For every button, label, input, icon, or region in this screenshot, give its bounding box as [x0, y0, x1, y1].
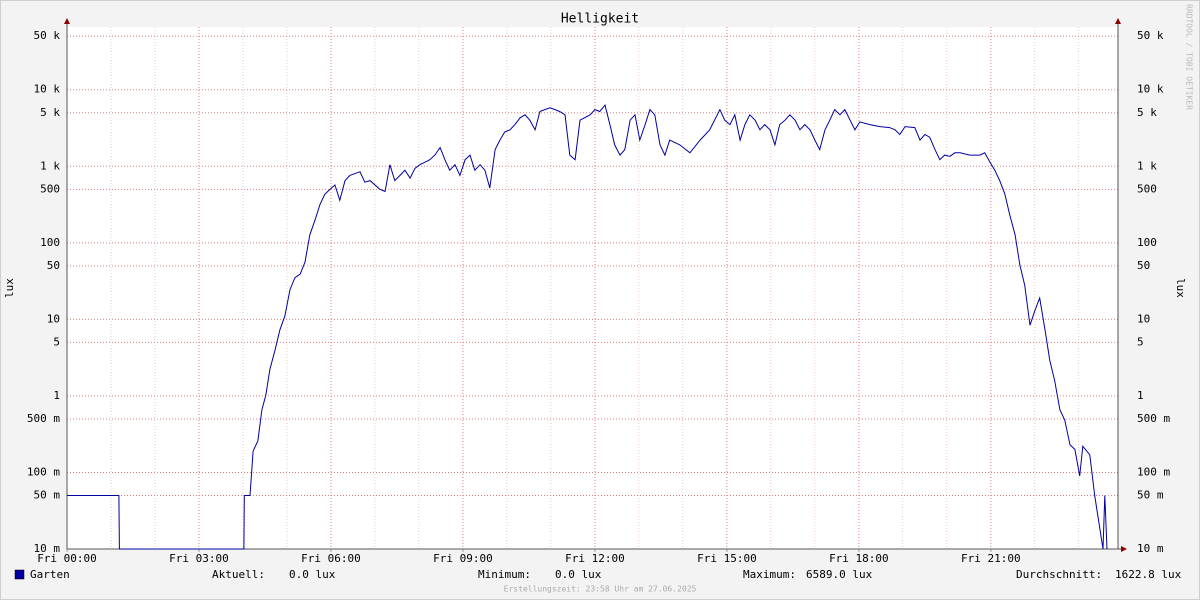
y-tick-label: 1 k — [40, 159, 60, 172]
y-tick-label: 100 — [40, 236, 60, 249]
y-tick-label-right: 50 k — [1137, 29, 1164, 42]
y-tick-label: 5 k — [40, 106, 60, 119]
y-tick-label-right: 1 k — [1137, 159, 1157, 172]
stat-value: 6589.0 lux — [806, 568, 873, 581]
x-tick-label: Fri 15:00 — [697, 552, 757, 565]
y-tick-label: 1 — [53, 389, 60, 402]
x-tick-label: Fri 06:00 — [301, 552, 361, 565]
plot-area — [67, 27, 1118, 549]
y-axis-arrow-right — [1115, 18, 1121, 24]
footer: Erstellungszeit: 23:58 Uhr am 27.06.2025 — [504, 585, 697, 594]
y-tick-label-right: 50 — [1137, 259, 1150, 272]
y-tick-label-right: 5 k — [1137, 106, 1157, 119]
x-tick-label: Fri 18:00 — [829, 552, 889, 565]
y-tick-label: 500 — [40, 182, 60, 195]
chart-title: Helligkeit — [561, 12, 639, 27]
y-tick-label: 100 m — [27, 465, 60, 478]
y-tick-label-right: 10 k — [1137, 83, 1164, 96]
y-axis-label: lux — [3, 278, 16, 298]
y-tick-label-right: 10 m — [1137, 542, 1164, 555]
y-tick-label-right: 1 — [1137, 389, 1144, 402]
legend-label: Garten — [30, 568, 70, 581]
y-tick-label-right: 500 — [1137, 182, 1157, 195]
y-tick-label-right: 5 — [1137, 335, 1144, 348]
y-tick-label: 500 m — [27, 412, 60, 425]
stat-label: Minimum: — [478, 568, 531, 581]
y-tick-label: 50 — [47, 259, 60, 272]
y-tick-label-right: 500 m — [1137, 412, 1170, 425]
x-tick-label: Fri 12:00 — [565, 552, 625, 565]
y-axis-label-right: lux — [1174, 278, 1187, 298]
y-tick-label-right: 50 m — [1137, 488, 1164, 501]
y-tick-label: 10 — [47, 312, 60, 325]
x-axis-arrow — [1121, 546, 1127, 552]
stat-value: 1622.8 lux — [1115, 568, 1182, 581]
y-tick-label: 50 m — [34, 488, 61, 501]
stat-label: Maximum: — [743, 568, 796, 581]
y-tick-label: 5 — [53, 335, 60, 348]
stat-label: Aktuell: — [212, 568, 265, 581]
x-tick-label: Fri 09:00 — [433, 552, 493, 565]
stat-value: 0.0 lux — [555, 568, 602, 581]
x-tick-label: Fri 00:00 — [37, 552, 97, 565]
stat-label: Durchschnitt: — [1016, 568, 1102, 581]
y-tick-label: 10 m — [34, 542, 61, 555]
y-tick-label: 50 k — [34, 29, 61, 42]
y-axis-arrow — [64, 18, 70, 24]
y-tick-label-right: 10 — [1137, 312, 1150, 325]
y-tick-label-right: 100 — [1137, 236, 1157, 249]
stat-value: 0.0 lux — [289, 568, 336, 581]
y-tick-label: 10 k — [34, 83, 61, 96]
watermark: RRDTOOL / TOBI OETIKER — [1185, 4, 1194, 110]
x-tick-label: Fri 03:00 — [169, 552, 229, 565]
y-tick-label-right: 100 m — [1137, 465, 1170, 478]
data-line — [67, 104, 1108, 550]
legend-swatch — [14, 569, 25, 580]
x-tick-label: Fri 21:00 — [961, 552, 1021, 565]
